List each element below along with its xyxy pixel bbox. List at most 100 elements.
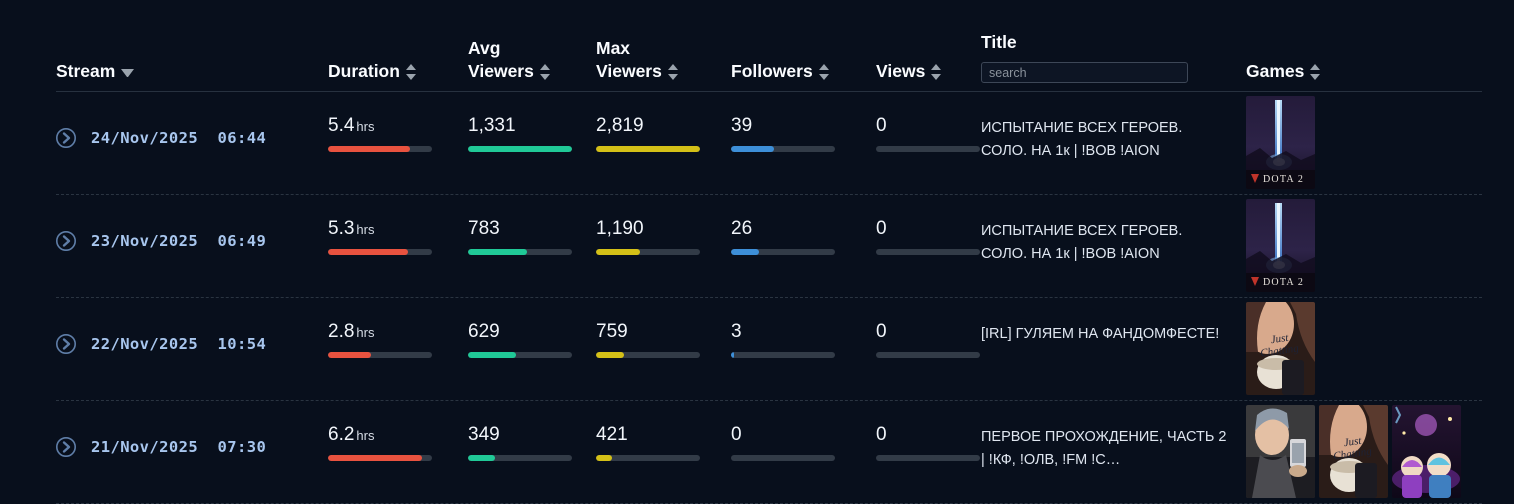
sort-toggle-icon[interactable] (405, 63, 417, 81)
stream-title: ПЕРВОЕ ПРОХОЖДЕНИЕ, ЧАСТЬ 2 | !КФ, !ОЛВ,… (981, 429, 1227, 469)
svg-text:Just: Just (1343, 435, 1363, 449)
followers-value: 0 (731, 424, 742, 445)
duration-unit: hrs (356, 428, 375, 443)
table-row[interactable]: 24/Nov/2025 06:44 5.4 hrs 1,331 2,819 39 (56, 92, 1482, 195)
followers-value: 3 (731, 321, 742, 342)
column-header-games-label: Games (1246, 60, 1305, 81)
cell-views: 0 (876, 116, 981, 152)
avg-viewers-bar-fill (468, 455, 496, 461)
stream-title: ИСПЫТАНИЕ ВСЕХ ГЕРОЕВ. СОЛО. НА 1к | !BO… (981, 120, 1183, 160)
sort-toggle-icon[interactable] (818, 63, 830, 81)
duration-value: 5.3 hrs (328, 218, 375, 239)
cell-max-viewers: 2,819 (596, 116, 731, 152)
max-viewers-bar-track (596, 146, 700, 152)
svg-text:Just: Just (1270, 332, 1290, 346)
cell-title: ИСПЫТАНИЕ ВСЕХ ГЕРОЕВ. СОЛО. НА 1к | !BO… (981, 219, 1246, 267)
column-header-avg-viewers[interactable]: Avg Viewers (468, 37, 596, 83)
game-thumbnail-justchatting[interactable]: Just Chatting (1319, 405, 1388, 498)
column-header-max-viewers-label: Max Viewers (596, 37, 662, 81)
followers-bar-fill (731, 352, 735, 358)
cell-followers: 26 (731, 219, 876, 255)
expand-row-chevron-right-icon[interactable] (56, 128, 76, 148)
avg-viewers-bar-fill (468, 249, 528, 255)
avg-viewers-value: 629 (468, 321, 500, 342)
column-header-max-viewers[interactable]: Max Viewers (596, 37, 731, 83)
avg-viewers-bar-fill (468, 146, 572, 152)
expand-row-chevron-right-icon[interactable] (56, 437, 76, 457)
followers-value: 26 (731, 218, 753, 239)
followers-bar-fill (731, 146, 774, 152)
column-header-views[interactable]: Views (876, 60, 981, 83)
cell-stream[interactable]: 24/Nov/2025 06:44 (56, 116, 328, 148)
cell-stream[interactable]: 21/Nov/2025 07:30 (56, 425, 328, 457)
game-thumbnail-dota2[interactable]: DOTA 2 (1246, 96, 1315, 189)
sort-toggle-icon[interactable] (931, 63, 942, 81)
title-search-input[interactable] (981, 62, 1188, 83)
table-header-row: Stream Duration Avg Viewers Max Viewers … (56, 0, 1482, 92)
game-thumbnail-game4[interactable] (1392, 405, 1461, 498)
cell-games: DOTA 2 (1246, 96, 1482, 189)
max-viewers-value: 1,190 (596, 218, 644, 239)
avg-viewers-bar-track (468, 352, 572, 358)
cell-followers: 3 (731, 322, 876, 358)
cell-games: Just Chatting (1246, 405, 1482, 498)
max-viewers-bar-track (596, 455, 700, 461)
sort-toggle-icon[interactable] (539, 63, 551, 81)
duration-bar-track (328, 249, 432, 255)
cell-stream[interactable]: 22/Nov/2025 10:54 (56, 322, 328, 354)
stream-history-table: Stream Duration Avg Viewers Max Viewers … (56, 0, 1482, 504)
stream-date: 23/Nov/2025 06:49 (91, 232, 267, 250)
views-value: 0 (876, 115, 887, 136)
cell-avg-viewers: 1,331 (468, 116, 596, 152)
cell-views: 0 (876, 219, 981, 255)
cell-games: DOTA 2 (1246, 199, 1482, 292)
max-viewers-bar-fill (596, 352, 625, 358)
max-viewers-bar-track (596, 352, 700, 358)
game-thumbnail-justchatting[interactable]: Just Chatting (1246, 302, 1315, 395)
views-bar-track (876, 249, 980, 255)
followers-value: 39 (731, 115, 753, 136)
expand-row-chevron-right-icon[interactable] (56, 334, 76, 354)
game-thumbnail-dota2[interactable]: DOTA 2 (1246, 199, 1315, 292)
followers-bar-track (731, 146, 835, 152)
cell-duration: 5.3 hrs (328, 219, 468, 255)
cell-stream[interactable]: 23/Nov/2025 06:49 (56, 219, 328, 251)
column-header-duration[interactable]: Duration (328, 60, 468, 83)
expand-row-chevron-right-icon[interactable] (56, 231, 76, 251)
max-viewers-bar-track (596, 249, 700, 255)
sort-toggle-icon[interactable] (667, 63, 679, 81)
column-header-followers[interactable]: Followers (731, 60, 876, 83)
followers-bar-track (731, 352, 835, 358)
game-thumbnail-game3[interactable] (1246, 405, 1315, 498)
cell-views: 0 (876, 322, 981, 358)
svg-text:Chatting: Chatting (1260, 342, 1300, 359)
duration-unit: hrs (356, 119, 375, 134)
avg-viewers-value: 349 (468, 424, 500, 445)
cell-duration: 2.8 hrs (328, 322, 468, 358)
max-viewers-bar-fill (596, 455, 612, 461)
table-row[interactable]: 21/Nov/2025 07:30 6.2 hrs 349 421 0 (56, 401, 1482, 504)
column-header-views-label: Views (876, 60, 926, 81)
cell-title: ПЕРВОЕ ПРОХОЖДЕНИЕ, ЧАСТЬ 2 | !КФ, !ОЛВ,… (981, 425, 1246, 473)
max-viewers-bar-fill (596, 249, 640, 255)
followers-bar-fill (731, 249, 760, 255)
svg-text:DOTA 2: DOTA 2 (1263, 174, 1304, 185)
duration-value: 2.8 hrs (328, 321, 375, 342)
sort-descending-icon[interactable] (121, 69, 135, 78)
cell-views: 0 (876, 425, 981, 461)
sort-toggle-icon[interactable] (1310, 63, 1321, 81)
duration-bar-track (328, 352, 432, 358)
column-header-games[interactable]: Games (1246, 60, 1482, 83)
avg-viewers-bar-track (468, 146, 572, 152)
table-row[interactable]: 22/Nov/2025 10:54 2.8 hrs 629 759 3 (56, 298, 1482, 401)
cell-max-viewers: 1,190 (596, 219, 731, 255)
svg-text:DOTA 2: DOTA 2 (1263, 277, 1304, 288)
column-header-title: Title (981, 31, 1246, 83)
column-header-duration-label: Duration (328, 60, 400, 81)
duration-value: 6.2 hrs (328, 424, 375, 445)
table-row[interactable]: 23/Nov/2025 06:49 5.3 hrs 783 1,190 26 (56, 195, 1482, 298)
max-viewers-bar-fill (596, 146, 700, 152)
cell-max-viewers: 421 (596, 425, 731, 461)
column-header-stream[interactable]: Stream (56, 60, 328, 83)
cell-followers: 39 (731, 116, 876, 152)
